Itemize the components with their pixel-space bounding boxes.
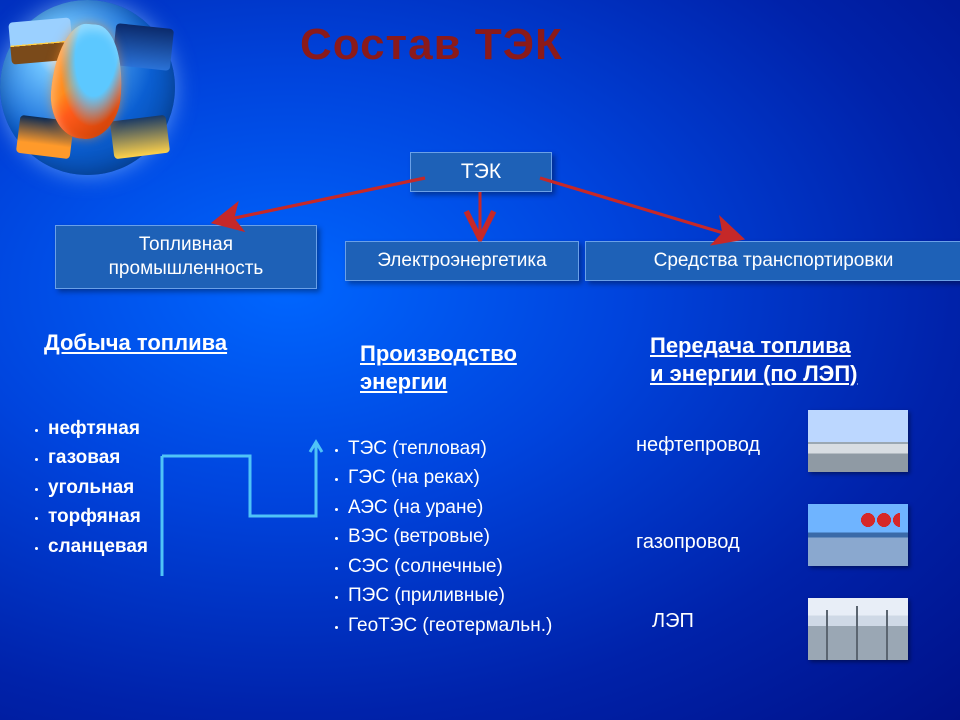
list-item: сланцевая [48,532,148,561]
heading-transmission: Передача топлива и энергии (по ЛЭП) [650,332,857,387]
label-oil-pipeline: нефтепровод [636,434,760,457]
list-item: торфяная [48,502,148,531]
branch-box-electricity: Электроэнергетика [345,241,579,281]
branch-box-fuel-industry: Топливная промышленность [55,225,317,289]
list-item: газовая [48,443,148,472]
list-item: нефтяная [48,414,148,443]
list-item: СЭС (солнечные) [348,552,552,581]
thumb-oil-pipeline [808,410,908,472]
branch-line: промышленность [109,258,264,279]
thumb-lep [808,598,908,660]
list-extraction: нефтяная газовая угольная торфяная сланц… [26,414,148,561]
list-item: ГеоТЭС (геотермальн.) [348,611,552,640]
branch-box-transport: Средства транспортировки [585,241,960,281]
list-item: ВЭС (ветровые) [348,522,552,551]
heading-line: Производство [360,341,517,366]
list-item: АЭС (на уране) [348,493,552,522]
logo-photo [110,115,170,160]
root-box: ТЭК [410,152,552,192]
list-item: ТЭС (тепловая) [348,434,552,463]
heading-generation: Производство энергии [360,340,517,395]
list-item: угольная [48,473,148,502]
heading-line: и энергии (по ЛЭП) [650,361,857,386]
logo-photo [112,23,174,71]
list-generation: ТЭС (тепловая) ГЭС (на реках) АЭС (на ур… [326,434,552,640]
label-gas-pipeline: газопровод [636,531,740,554]
branch-line: Топливная [139,234,233,255]
heading-extraction: Добыча топлива [44,330,227,356]
label-lep: ЛЭП [652,610,694,633]
heading-line: энергии [360,369,447,394]
heading-line: Передача топлива [650,333,851,358]
list-item: ГЭС (на реках) [348,463,552,492]
thumb-gas-pipeline [808,504,908,566]
page-title: Состав ТЭК [300,20,563,70]
header-illustration [0,0,190,180]
list-item: ПЭС (приливные) [348,581,552,610]
